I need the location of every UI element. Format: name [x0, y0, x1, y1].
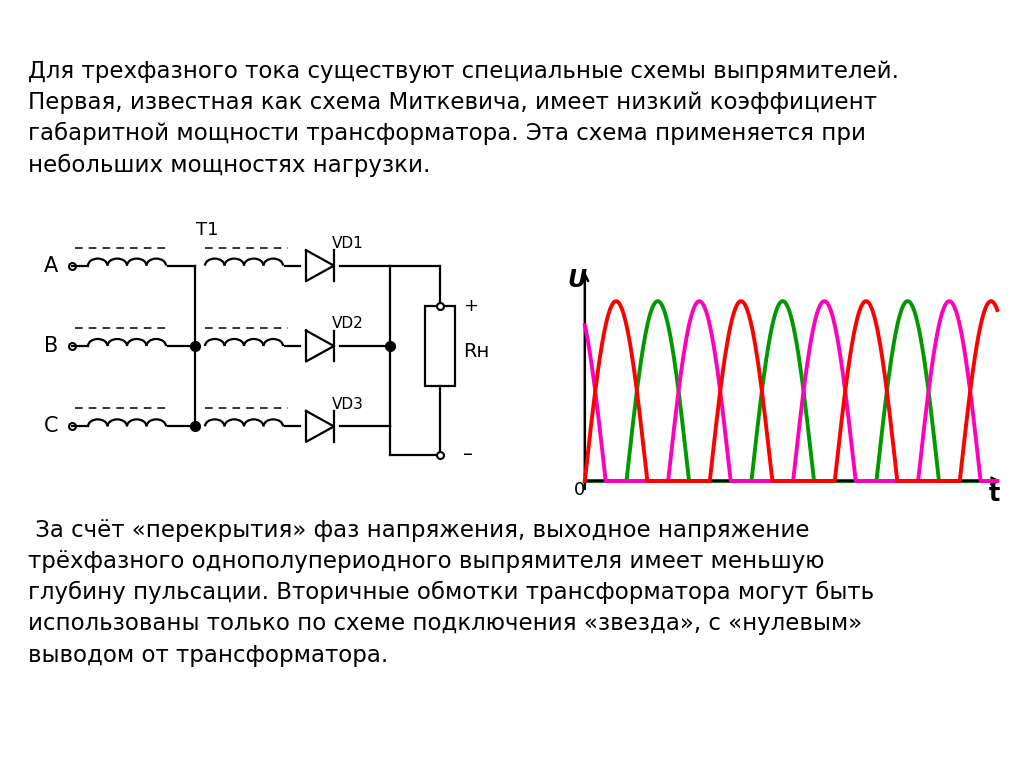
Text: T1: T1: [196, 221, 218, 240]
Text: +: +: [463, 297, 478, 315]
Text: 0: 0: [574, 481, 586, 499]
Text: За счёт «перекрытия» фаз напряжения, выходное напряжение
трёхфазного однополупер: За счёт «перекрытия» фаз напряжения, вых…: [28, 519, 874, 667]
Text: VD2: VD2: [332, 316, 364, 332]
Text: Для трехфазного тока существуют специальные схемы выпрямителей.
Первая, известна: Для трехфазного тока существуют специаль…: [28, 60, 899, 177]
Text: VD3: VD3: [332, 397, 364, 412]
Text: C: C: [43, 416, 58, 436]
Text: B: B: [44, 336, 58, 356]
Text: t: t: [989, 482, 1000, 505]
Text: U: U: [567, 267, 587, 292]
Text: A: A: [44, 256, 58, 276]
Text: VD1: VD1: [332, 236, 364, 251]
Text: –: –: [463, 445, 473, 464]
Bar: [425, 306, 455, 386]
Text: Rн: Rн: [463, 342, 489, 360]
